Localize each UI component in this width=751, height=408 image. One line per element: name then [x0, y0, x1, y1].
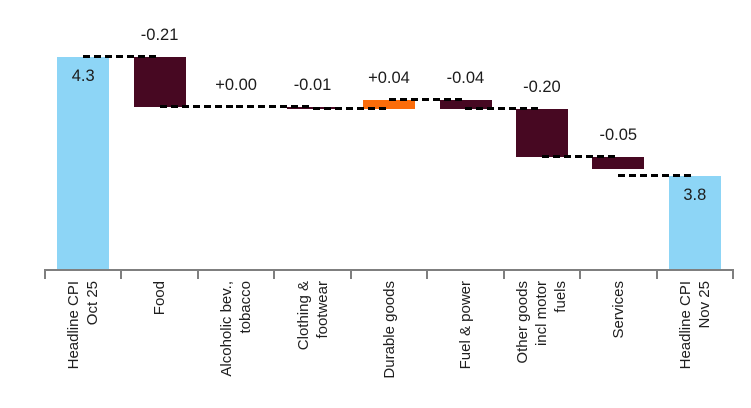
- x-label-other-goods-incl-motor-fuels: Other goods incl motor fuels: [513, 281, 570, 401]
- x-axis-tick: [120, 269, 123, 279]
- bar-other-goods-incl-motor-fuels: [515, 109, 568, 158]
- bar-fuel-power: [439, 99, 492, 110]
- x-label-durable-goods: Durable goods: [380, 281, 399, 401]
- value-label-clothing-footwear: -0.01: [293, 76, 332, 94]
- x-axis-tick: [196, 269, 199, 279]
- value-label-food: -0.21: [140, 25, 179, 44]
- connector-fuel-power-to-other-goods-incl-motor-fuels: [465, 107, 542, 111]
- connector-durable-goods-to-fuel-power: [389, 97, 466, 101]
- value-label-headline-cpi-nov-25: 3.8: [683, 186, 707, 205]
- connector-headline-cpi-oct-25-to-food: [83, 54, 160, 58]
- connector-food-to-alcoholic-bev-tobacco: [159, 105, 237, 108]
- x-label-line: Nov 25: [695, 281, 713, 329]
- x-label-clothing-footwear: Clothing & footwear: [294, 281, 332, 401]
- x-axis-line: [45, 269, 733, 271]
- x-label-food: Food: [150, 281, 169, 401]
- x-label-line: Oct 25: [84, 281, 102, 326]
- x-label-line: tobacco: [237, 281, 255, 334]
- bar-food: [133, 56, 186, 107]
- connector-other-goods-incl-motor-fuels-to-services: [541, 155, 619, 159]
- value-label-fuel-power: -0.04: [446, 68, 485, 87]
- x-label-line: Headline CPI: [676, 281, 694, 370]
- x-label-line: Durable goods: [380, 281, 398, 379]
- value-label-headline-cpi-oct-25: 4.3: [71, 66, 95, 85]
- value-label-services: -0.05: [599, 126, 638, 145]
- x-axis-tick: [426, 269, 429, 279]
- bar-durable-goods: [363, 99, 415, 110]
- value-label-durable-goods: +0.04: [368, 68, 410, 87]
- x-label-line: incl motor: [533, 281, 551, 347]
- x-label-line: footwear: [313, 281, 331, 339]
- x-axis-tick: [349, 269, 352, 279]
- x-axis-tick: [273, 269, 276, 279]
- x-label-headline-cpi-oct-25: Headline CPI Oct 25: [64, 281, 102, 401]
- x-axis-tick: [655, 269, 658, 279]
- x-label-line: Fuel & power: [456, 281, 474, 370]
- x-label-line: fuels: [552, 281, 570, 313]
- value-label-other-goods-incl-motor-fuels: -0.20: [523, 78, 561, 97]
- x-axis-tick: [44, 269, 46, 279]
- connector-clothing-footwear-to-durable-goods: [312, 107, 389, 111]
- x-label-line: Clothing &: [294, 281, 312, 351]
- x-label-line: Alcoholic bev.,: [218, 281, 236, 377]
- x-label-line: Other goods: [514, 281, 532, 364]
- x-label-line: Services: [609, 281, 627, 339]
- bar-headline-cpi-nov-25: [668, 176, 721, 269]
- x-axis-tick: [502, 269, 505, 279]
- connector-alcoholic-bev-tobacco-to-clothing-footwear: [236, 105, 313, 108]
- x-label-alcoholic-bev-tobacco: Alcoholic bev., tobacco: [217, 281, 255, 401]
- x-axis-tick: [579, 269, 582, 279]
- value-label-alcoholic-bev-tobacco: +0.00: [215, 76, 257, 94]
- connector-services-to-headline-cpi-nov-25: [618, 174, 695, 178]
- x-axis-tick: [732, 269, 734, 279]
- bar-headline-cpi-oct-25: [57, 56, 110, 269]
- x-label-line: Food: [151, 281, 169, 316]
- x-label-headline-cpi-nov-25: Headline CPI Nov 25: [676, 281, 714, 401]
- x-label-line: Headline CPI: [65, 281, 83, 370]
- bar-services: [592, 157, 645, 170]
- x-label-services: Services: [609, 281, 628, 401]
- x-label-fuel-power: Fuel & power: [456, 281, 475, 401]
